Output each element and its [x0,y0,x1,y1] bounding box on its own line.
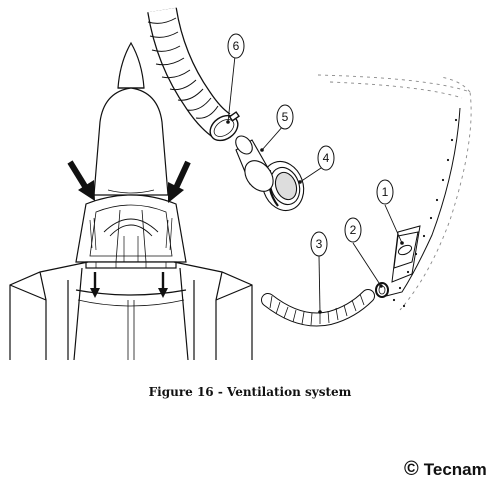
svg-text:2: 2 [350,223,357,237]
part-corrugated-hose [261,289,375,327]
engine-cowling [93,87,169,196]
airflow-arrow-right-in [168,160,191,203]
ventilation-crossbar [85,261,177,269]
callout-1: 1 [376,179,394,205]
part-hose-clamp [209,111,240,142]
copyright-brand: Tecnam [423,460,487,479]
propeller-spinner [117,41,145,89]
callout-leaders [227,55,403,313]
windshield-frame [75,194,187,263]
right-wing [173,261,253,360]
callout-3: 3 [310,231,328,257]
side-panel [385,107,461,308]
aircraft-front-view [9,41,253,361]
svg-text:4: 4 [323,151,330,165]
copyright-notice: © Tecnam [404,458,487,481]
airflow-arrows [67,160,191,298]
figure-caption: Figure 16 - Ventilation system [148,385,352,399]
left-wing [9,261,89,360]
svg-text:1: 1 [382,185,389,199]
airflow-arrow-left-down [90,272,100,298]
svg-text:5: 5 [282,110,289,124]
fuselage [73,267,189,361]
part-vent-outlet [393,231,419,269]
callout-2: 2 [344,217,362,243]
svg-text:3: 3 [316,237,323,251]
callout-5: 5 [276,104,294,130]
copyright-symbol: © [404,458,419,480]
airflow-arrow-right-down [158,272,168,298]
svg-text:6: 6 [233,39,240,53]
callout-4: 4 [317,145,335,171]
part-inlet-funnel [235,135,274,192]
part-upper-hose [147,7,231,139]
airflow-arrow-left-in [67,160,95,201]
fuselage-outline-dashed [317,74,472,311]
callout-6: 6 [227,33,245,59]
callout-leader-dots [226,120,404,314]
part-inlet-flange [261,160,305,212]
